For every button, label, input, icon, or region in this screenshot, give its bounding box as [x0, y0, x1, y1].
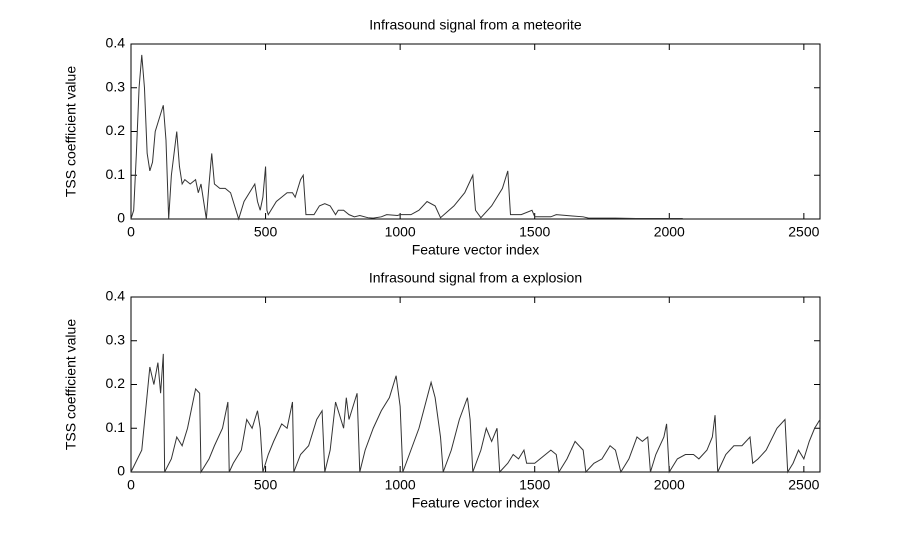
x-tick-label: 1000	[385, 224, 416, 240]
x-tick-label: 1000	[385, 477, 416, 493]
y-tick-label: 0	[117, 210, 125, 226]
x-tick-label: 2500	[788, 477, 819, 493]
x-axis-label: Feature vector index	[412, 242, 540, 258]
signal-line	[130, 353, 821, 474]
y-axis-label: TSS coefficient value	[63, 66, 79, 197]
y-tick-label: 0.1	[106, 166, 126, 182]
y-tick-label: 0.3	[106, 78, 126, 94]
y-tick-label: 0	[117, 463, 125, 479]
x-axis-label: Feature vector index	[412, 495, 540, 511]
x-tick-label: 500	[254, 224, 278, 240]
x-tick-label: 2500	[788, 224, 819, 240]
x-tick-label: 2000	[654, 224, 685, 240]
x-tick-label: 2000	[654, 477, 685, 493]
y-tick-label: 0.4	[106, 288, 126, 304]
x-tick-label: 500	[254, 477, 278, 493]
y-tick-label: 0.4	[106, 35, 126, 51]
y-tick-label: 0.3	[106, 331, 126, 347]
x-tick-label: 1500	[519, 224, 550, 240]
signal-line	[130, 54, 683, 221]
y-tick-label: 0.1	[106, 419, 126, 435]
y-tick-label: 0.2	[106, 375, 126, 391]
chart-title: Infrasound signal from a meteorite	[369, 17, 582, 33]
y-axis-label: TSS coefficient value	[63, 319, 79, 450]
y-tick-label: 0.2	[106, 122, 126, 138]
x-tick-label: 1500	[519, 477, 550, 493]
x-tick-label: 0	[127, 224, 135, 240]
axes-box	[130, 43, 821, 220]
chart-title: Infrasound signal from a explosion	[369, 270, 582, 286]
x-tick-label: 0	[127, 477, 135, 493]
